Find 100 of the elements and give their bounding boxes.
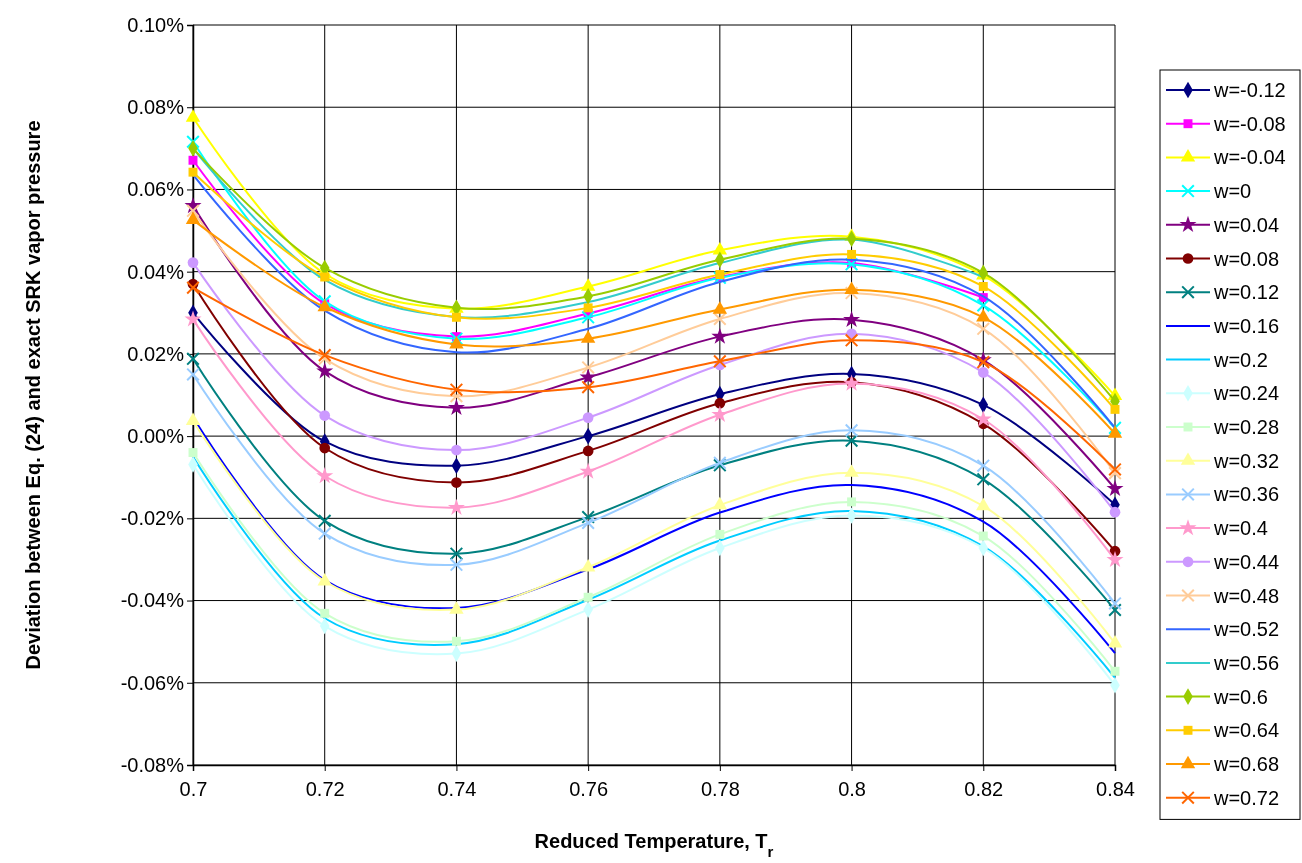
point [844, 423, 859, 438]
point [582, 445, 594, 457]
point [976, 472, 991, 487]
point [976, 322, 991, 336]
point [712, 241, 728, 255]
y-tick-label: -0.04% [120, 589, 185, 612]
point [1106, 479, 1124, 496]
point [187, 257, 199, 268]
point [317, 526, 332, 541]
legend-label: w=0.32 [1213, 449, 1280, 472]
point [844, 286, 859, 300]
legend-label: w=0.08 [1213, 247, 1280, 270]
point [317, 513, 332, 528]
point [186, 352, 200, 366]
y-tick-label: 0.04% [127, 260, 185, 283]
legend-label: w=0.44 [1213, 550, 1280, 573]
point [319, 410, 331, 421]
point [976, 355, 991, 369]
legend-label: w=0.04 [1213, 213, 1280, 236]
point [1107, 634, 1123, 648]
point [715, 529, 725, 539]
x-tick-label: 0.74 [437, 778, 477, 800]
point [316, 362, 334, 379]
point [581, 380, 595, 394]
point [580, 558, 596, 572]
legend-label: w=-0.08 [1213, 112, 1286, 135]
point [447, 398, 465, 415]
point [319, 442, 331, 454]
point [449, 557, 464, 572]
point [451, 444, 462, 456]
point [1108, 421, 1122, 435]
point [449, 601, 464, 614]
point [712, 496, 728, 510]
y-tick-label: -0.08% [120, 753, 185, 776]
point [316, 467, 334, 484]
point [582, 412, 594, 423]
point [317, 294, 332, 309]
y-tick-label: -0.02% [120, 507, 185, 530]
point [451, 636, 461, 646]
point [711, 405, 729, 422]
legend-label: w=0.72 [1213, 786, 1280, 809]
point [449, 336, 464, 349]
point [711, 327, 729, 344]
point [1110, 404, 1120, 414]
y-tick-label: 0.10% [127, 13, 185, 36]
point [186, 204, 200, 218]
point [581, 510, 595, 524]
x-axis-title: Reduced Temperature, T$_{r}$ [534, 830, 774, 860]
point [580, 330, 596, 343]
legend-label: w=0.6 [1213, 685, 1268, 708]
point [712, 301, 728, 314]
point [844, 257, 859, 272]
point [449, 546, 464, 561]
point [579, 462, 597, 479]
point [843, 310, 861, 328]
point [449, 389, 464, 404]
point [449, 331, 464, 346]
point [714, 397, 726, 409]
point [185, 412, 201, 426]
point [974, 410, 992, 427]
point [978, 531, 988, 541]
legend-label: w=0.56 [1213, 651, 1280, 674]
legend-label: w=0.52 [1213, 618, 1280, 641]
point [1108, 466, 1122, 480]
point [844, 333, 859, 348]
legend-label: w=0.4 [1213, 517, 1268, 540]
legend-label: w=0.12 [1213, 281, 1280, 304]
legend-label: w=-0.04 [1213, 146, 1286, 169]
legend-label: w=0.48 [1213, 584, 1280, 607]
point [844, 464, 859, 477]
x-tick-label: 0.8 [838, 778, 866, 800]
point [317, 352, 332, 366]
x-tick-label: 0.76 [569, 778, 609, 800]
y-tick-label: 0.00% [127, 425, 185, 448]
point [186, 134, 200, 149]
point [188, 448, 198, 458]
point [583, 592, 593, 602]
point [581, 516, 595, 530]
point [713, 354, 727, 369]
point [976, 308, 991, 322]
y-tick-label: 0.06% [127, 178, 185, 201]
point [317, 572, 332, 586]
legend-label: w=0 [1213, 180, 1252, 203]
legend-label: w=0.2 [1213, 348, 1268, 371]
point [188, 167, 198, 177]
point [847, 249, 857, 259]
point [1107, 425, 1123, 438]
point [185, 211, 201, 225]
point [184, 310, 202, 327]
y-axis-title: Deviation between Eq. (24) and exact SRK vapor pressure [22, 120, 44, 670]
x-tick-label: 0.7 [179, 778, 208, 800]
point [1108, 462, 1122, 477]
y-tick-label: -0.06% [120, 671, 185, 694]
x-tick-label: 0.78 [700, 778, 740, 800]
point [847, 497, 857, 507]
point [451, 312, 461, 322]
point [580, 278, 596, 291]
point [844, 281, 859, 294]
point [844, 433, 859, 448]
point [581, 310, 595, 325]
